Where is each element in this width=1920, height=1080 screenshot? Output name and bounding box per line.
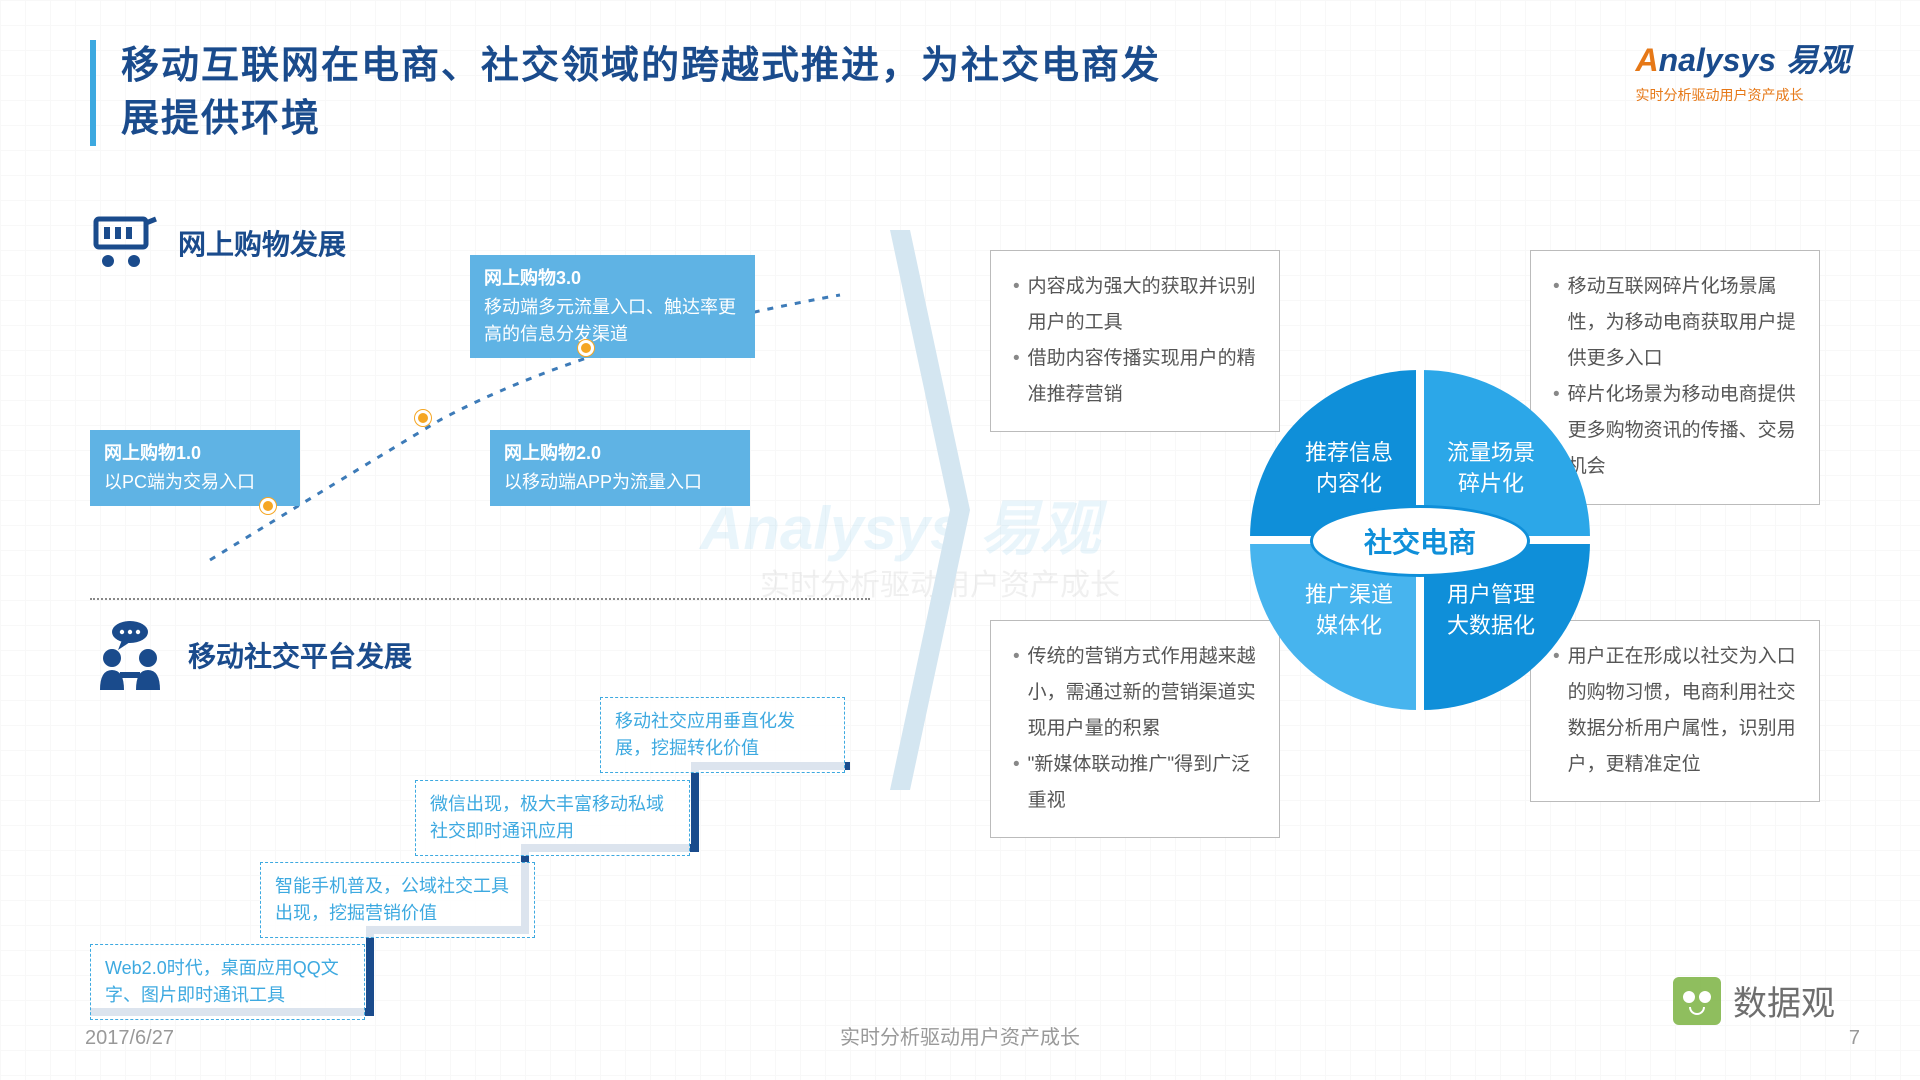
curve-dot (578, 340, 594, 356)
footer-page: 7 (1849, 1027, 1860, 1050)
source-watermark: 数据观 (1673, 976, 1835, 1025)
social-stairs: Web2.0时代，桌面应用QQ文字、图片即时通讯工具 智能手机普及，公域社交工具… (90, 702, 850, 1022)
footer-tagline: 实时分析驱动用户资产成长 (840, 1021, 1080, 1050)
wheel-center: 社交电商 (1310, 505, 1530, 577)
social-step-2: 智能手机普及，公域社交工具出现，挖掘营销价值 (260, 862, 535, 938)
social-step-1: Web2.0时代，桌面应用QQ文字、图片即时通讯工具 (90, 944, 365, 1020)
shopping-stage-3: 网上购物3.0 移动端多元流量入口、触达率更高的信息分发渠道 (470, 255, 755, 358)
people-icon (90, 620, 170, 690)
shopping-stage-2: 网上购物2.0 以移动端APP为流量入口 (490, 430, 750, 506)
cart-icon (90, 215, 160, 270)
corner-box-bl: 传统的营销方式作用越来越小，需通过新的营销渠道实现用户量的积累 "新媒体联动推广… (990, 620, 1280, 838)
page-title: 移动互联网在电商、社交领域的跨越式推进，为社交电商发展提供环境 (90, 40, 1161, 146)
curve-dot (415, 410, 431, 426)
big-arrow-icon (890, 230, 970, 790)
wechat-icon (1673, 977, 1721, 1025)
right-panel: 内容成为强大的获取并识别用户的工具 借助内容传播实现用户的精准推荐营销 移动互联… (990, 250, 1820, 950)
corner-box-tl: 内容成为强大的获取并识别用户的工具 借助内容传播实现用户的精准推荐营销 (990, 250, 1280, 432)
brand-logo: Analysys易观 实时分析驱动用户资产成长 (1635, 35, 1850, 105)
footer-date: 2017/6/27 (85, 1027, 174, 1050)
shopping-stage-1: 网上购物1.0 以PC端为交易入口 (90, 430, 300, 506)
divider (90, 598, 870, 600)
shopping-section-title: 网上购物发展 (178, 223, 346, 263)
social-section-title: 移动社交平台发展 (188, 635, 412, 675)
social-step-4: 移动社交应用垂直化发展，挖掘转化价值 (600, 697, 845, 773)
social-step-3: 微信出现，极大丰富移动私域社交即时通讯应用 (415, 780, 690, 856)
wheel-diagram: 推荐信息内容化 流量场景碎片化 推广渠道媒体化 用户管理大数据化 社交电商 (1250, 370, 1590, 710)
shopping-curve: 网上购物1.0 以PC端为交易入口 网上购物2.0 以移动端APP为流量入口 网… (90, 280, 870, 590)
left-panel: 网上购物发展 网上购物1.0 以PC端为交易入口 网上购物2.0 以移动端APP… (90, 215, 870, 935)
curve-dot (260, 498, 276, 514)
